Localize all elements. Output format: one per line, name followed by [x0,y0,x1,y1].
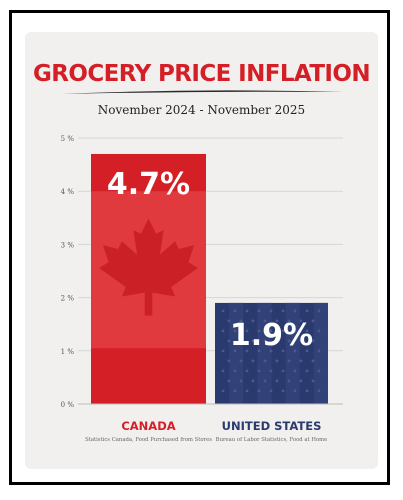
category-label-canada: CANADA [121,419,176,433]
flag-star [245,389,249,393]
flag-star [251,319,255,323]
chart-title: GROCERY PRICE INFLATION [32,61,371,87]
flag-star [287,379,291,383]
flag-star [251,339,255,343]
flag-stripe [313,302,328,404]
y-tick-label: 1 % [61,348,75,356]
title-underline [62,90,343,94]
flag-star [305,389,309,393]
flag-star [227,339,231,343]
value-label-united-states: 1.9% [229,318,314,353]
source-united-states: Bureau of Labor Statistics, Food at Home [215,437,328,443]
flag-star [257,369,261,373]
flag-star [317,309,321,313]
flag-star [269,349,273,353]
flag-star [257,329,261,333]
flag-star [257,349,261,353]
y-tick-label: 4 % [61,188,75,196]
flag-stripe [229,302,244,404]
flag-star [221,389,225,393]
flag-star [257,309,261,313]
flag-star [233,369,237,373]
flag-star [263,319,267,323]
flag-star [233,389,237,393]
flag-star [269,309,273,313]
flag-star [227,359,231,363]
flag-star [299,319,303,323]
flag-star [317,369,321,373]
flag-star [257,389,261,393]
category-label-united-states: UNITED STATES [221,419,322,433]
flag-star [275,319,279,323]
y-tick-label: 0 % [61,401,75,409]
flag-star [287,339,291,343]
flag-stripe [257,302,272,404]
flag-star [269,389,273,393]
chart-subtitle: November 2024 - November 2025 [97,103,306,117]
flag-star [239,339,243,343]
flag-star [251,359,255,363]
flag-star [263,359,267,363]
flag-star [299,339,303,343]
flag-star [245,329,249,333]
flag-star [233,329,237,333]
flag-star [275,359,279,363]
flag-star [317,389,321,393]
flag-star [287,359,291,363]
source-canada: Statistics Canada, Food Purchased from S… [85,437,212,443]
flag-star [233,309,237,313]
flag-star [275,379,279,383]
flag-star [221,309,225,313]
flag-star [245,369,249,373]
flag-star [275,339,279,343]
flag-star [281,349,285,353]
flag-star [311,319,315,323]
flag-star [299,359,303,363]
flag-stripe [285,302,300,404]
flag-star [269,369,273,373]
flag-star [227,319,231,323]
flag-star [263,339,267,343]
flag-star [251,379,255,383]
flag-star [305,329,309,333]
flag-star [281,329,285,333]
flag-star [293,349,297,353]
flag-star [281,309,285,313]
flag-star [317,349,321,353]
flag-star [221,349,225,353]
y-tick-label: 2 % [61,295,75,303]
flag-star [239,359,243,363]
maple-leaf-icon [99,218,198,316]
flag-star [269,329,273,333]
y-tick-label: 3 % [61,241,75,249]
flag-star [293,389,297,393]
flag-star [293,329,297,333]
flag-star [311,359,315,363]
flag-star [245,309,249,313]
flag-star [293,309,297,313]
flag-star [293,369,297,373]
flag-star [281,369,285,373]
flag-star [263,379,267,383]
flag-star [287,319,291,323]
flag-star [227,379,231,383]
flag-star [281,389,285,393]
flag-star [221,369,225,373]
flag-star [245,349,249,353]
value-label-canada: 4.7% [106,167,191,202]
flag-star [233,349,237,353]
flag-star [299,379,303,383]
flag-star [239,379,243,383]
flag-star [239,319,243,323]
y-tick-label: 5 % [61,135,75,143]
flag-star [311,379,315,383]
flag-star [221,329,225,333]
flag-star [311,339,315,343]
flag-star [305,309,309,313]
flag-star [305,349,309,353]
flag-star [317,329,321,333]
flag-star [305,369,309,373]
